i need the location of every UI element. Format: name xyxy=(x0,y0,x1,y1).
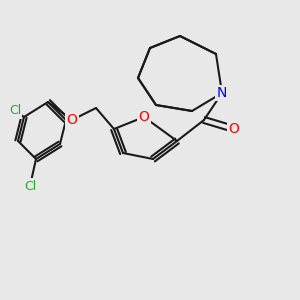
Text: O: O xyxy=(229,122,239,136)
Text: Cl: Cl xyxy=(24,179,36,193)
Text: Cl: Cl xyxy=(9,104,21,118)
Text: N: N xyxy=(217,86,227,100)
Text: O: O xyxy=(67,113,77,127)
Text: O: O xyxy=(139,110,149,124)
